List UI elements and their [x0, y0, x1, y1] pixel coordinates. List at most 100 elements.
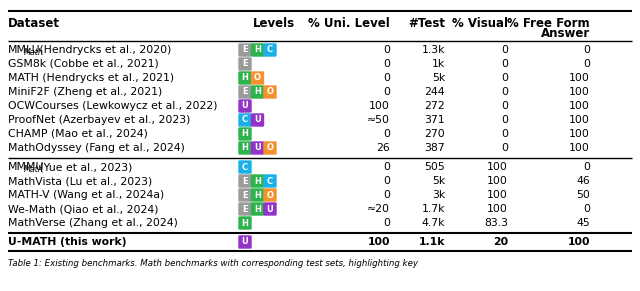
- Text: Dataset: Dataset: [8, 17, 60, 30]
- Text: 100: 100: [487, 204, 508, 214]
- Text: 505: 505: [424, 162, 445, 172]
- Text: C: C: [267, 45, 273, 54]
- Text: E: E: [242, 205, 248, 214]
- Text: 0: 0: [501, 129, 508, 139]
- FancyBboxPatch shape: [238, 71, 252, 85]
- Text: H: H: [254, 45, 261, 54]
- FancyBboxPatch shape: [263, 188, 276, 202]
- Text: 0: 0: [501, 143, 508, 153]
- Text: E: E: [242, 191, 248, 200]
- Text: 0: 0: [501, 101, 508, 111]
- Text: 0: 0: [383, 45, 390, 55]
- Text: 100: 100: [367, 237, 390, 247]
- Text: 3k: 3k: [432, 190, 445, 200]
- Text: H: H: [241, 219, 248, 228]
- Text: E: E: [242, 59, 248, 68]
- FancyBboxPatch shape: [238, 202, 252, 216]
- Text: 100: 100: [369, 101, 390, 111]
- Text: 1.7k: 1.7k: [422, 204, 445, 214]
- Text: E: E: [242, 177, 248, 185]
- Text: O: O: [266, 191, 273, 200]
- Text: MATH (Hendrycks et al., 2021): MATH (Hendrycks et al., 2021): [8, 73, 174, 83]
- Text: MathOdyssey (Fang et al., 2024): MathOdyssey (Fang et al., 2024): [8, 143, 185, 153]
- Text: 100: 100: [569, 143, 590, 153]
- FancyBboxPatch shape: [238, 43, 252, 57]
- Text: 4.7k: 4.7k: [422, 218, 445, 228]
- Text: 45: 45: [576, 218, 590, 228]
- Text: O: O: [266, 88, 273, 97]
- Text: ≈50: ≈50: [367, 115, 390, 125]
- Text: U: U: [254, 143, 261, 152]
- FancyBboxPatch shape: [238, 127, 252, 141]
- Text: MathVerse (Zhang et al., 2024): MathVerse (Zhang et al., 2024): [8, 218, 178, 228]
- Text: 100: 100: [487, 162, 508, 172]
- Text: We-Math (Qiao et al., 2024): We-Math (Qiao et al., 2024): [8, 204, 159, 214]
- FancyBboxPatch shape: [238, 160, 252, 174]
- Text: 1k: 1k: [432, 59, 445, 69]
- Text: O: O: [254, 74, 261, 83]
- Text: 0: 0: [383, 87, 390, 97]
- Text: 0: 0: [583, 59, 590, 69]
- FancyBboxPatch shape: [238, 235, 252, 249]
- Text: 371: 371: [424, 115, 445, 125]
- Text: 244: 244: [424, 87, 445, 97]
- Text: 100: 100: [569, 101, 590, 111]
- Text: 20: 20: [493, 237, 508, 247]
- Text: #Test: #Test: [408, 17, 445, 30]
- Text: 0: 0: [501, 73, 508, 83]
- FancyBboxPatch shape: [238, 57, 252, 71]
- FancyBboxPatch shape: [251, 188, 264, 202]
- Text: U-MATH (this work): U-MATH (this work): [8, 237, 127, 247]
- Text: Math: Math: [24, 165, 44, 174]
- Text: 83.3: 83.3: [484, 218, 508, 228]
- Text: H: H: [254, 177, 261, 185]
- Text: 0: 0: [583, 204, 590, 214]
- Text: OCWCourses (Lewkowycz et al., 2022): OCWCourses (Lewkowycz et al., 2022): [8, 101, 218, 111]
- Text: (Hendrycks et al., 2020): (Hendrycks et al., 2020): [36, 45, 172, 55]
- Text: % Free Form: % Free Form: [508, 17, 590, 30]
- Text: 100: 100: [568, 237, 590, 247]
- Text: % Visual: % Visual: [452, 17, 508, 30]
- Text: H: H: [254, 205, 261, 214]
- FancyBboxPatch shape: [263, 85, 276, 99]
- Text: 0: 0: [383, 59, 390, 69]
- Text: U: U: [267, 205, 273, 214]
- FancyBboxPatch shape: [251, 202, 264, 216]
- Text: U: U: [242, 237, 248, 246]
- FancyBboxPatch shape: [238, 113, 252, 127]
- FancyBboxPatch shape: [263, 202, 276, 216]
- Text: 100: 100: [569, 129, 590, 139]
- Text: 270: 270: [424, 129, 445, 139]
- Text: 0: 0: [383, 129, 390, 139]
- Text: 0: 0: [383, 218, 390, 228]
- Text: 50: 50: [576, 190, 590, 200]
- Text: 0: 0: [383, 162, 390, 172]
- Text: 0: 0: [383, 176, 390, 186]
- FancyBboxPatch shape: [251, 85, 264, 99]
- FancyBboxPatch shape: [263, 141, 276, 155]
- Text: % Uni. Level: % Uni. Level: [308, 17, 390, 30]
- Text: Math: Math: [24, 48, 44, 57]
- FancyBboxPatch shape: [238, 174, 252, 188]
- FancyBboxPatch shape: [238, 188, 252, 202]
- Text: 0: 0: [501, 115, 508, 125]
- Text: 100: 100: [569, 73, 590, 83]
- Text: 26: 26: [376, 143, 390, 153]
- Text: 5k: 5k: [432, 73, 445, 83]
- Text: 100: 100: [569, 115, 590, 125]
- Text: H: H: [241, 143, 248, 152]
- Text: Answer: Answer: [541, 27, 590, 40]
- Text: 0: 0: [501, 87, 508, 97]
- Text: MMLU: MMLU: [8, 45, 40, 55]
- Text: 0: 0: [383, 73, 390, 83]
- Text: C: C: [242, 162, 248, 171]
- Text: E: E: [242, 45, 248, 54]
- Text: U: U: [242, 102, 248, 111]
- Text: H: H: [241, 129, 248, 139]
- Text: GSM8k (Cobbe et al., 2021): GSM8k (Cobbe et al., 2021): [8, 59, 159, 69]
- Text: 0: 0: [501, 59, 508, 69]
- Text: 0: 0: [501, 45, 508, 55]
- Text: C: C: [242, 116, 248, 125]
- FancyBboxPatch shape: [238, 99, 252, 113]
- Text: 100: 100: [569, 87, 590, 97]
